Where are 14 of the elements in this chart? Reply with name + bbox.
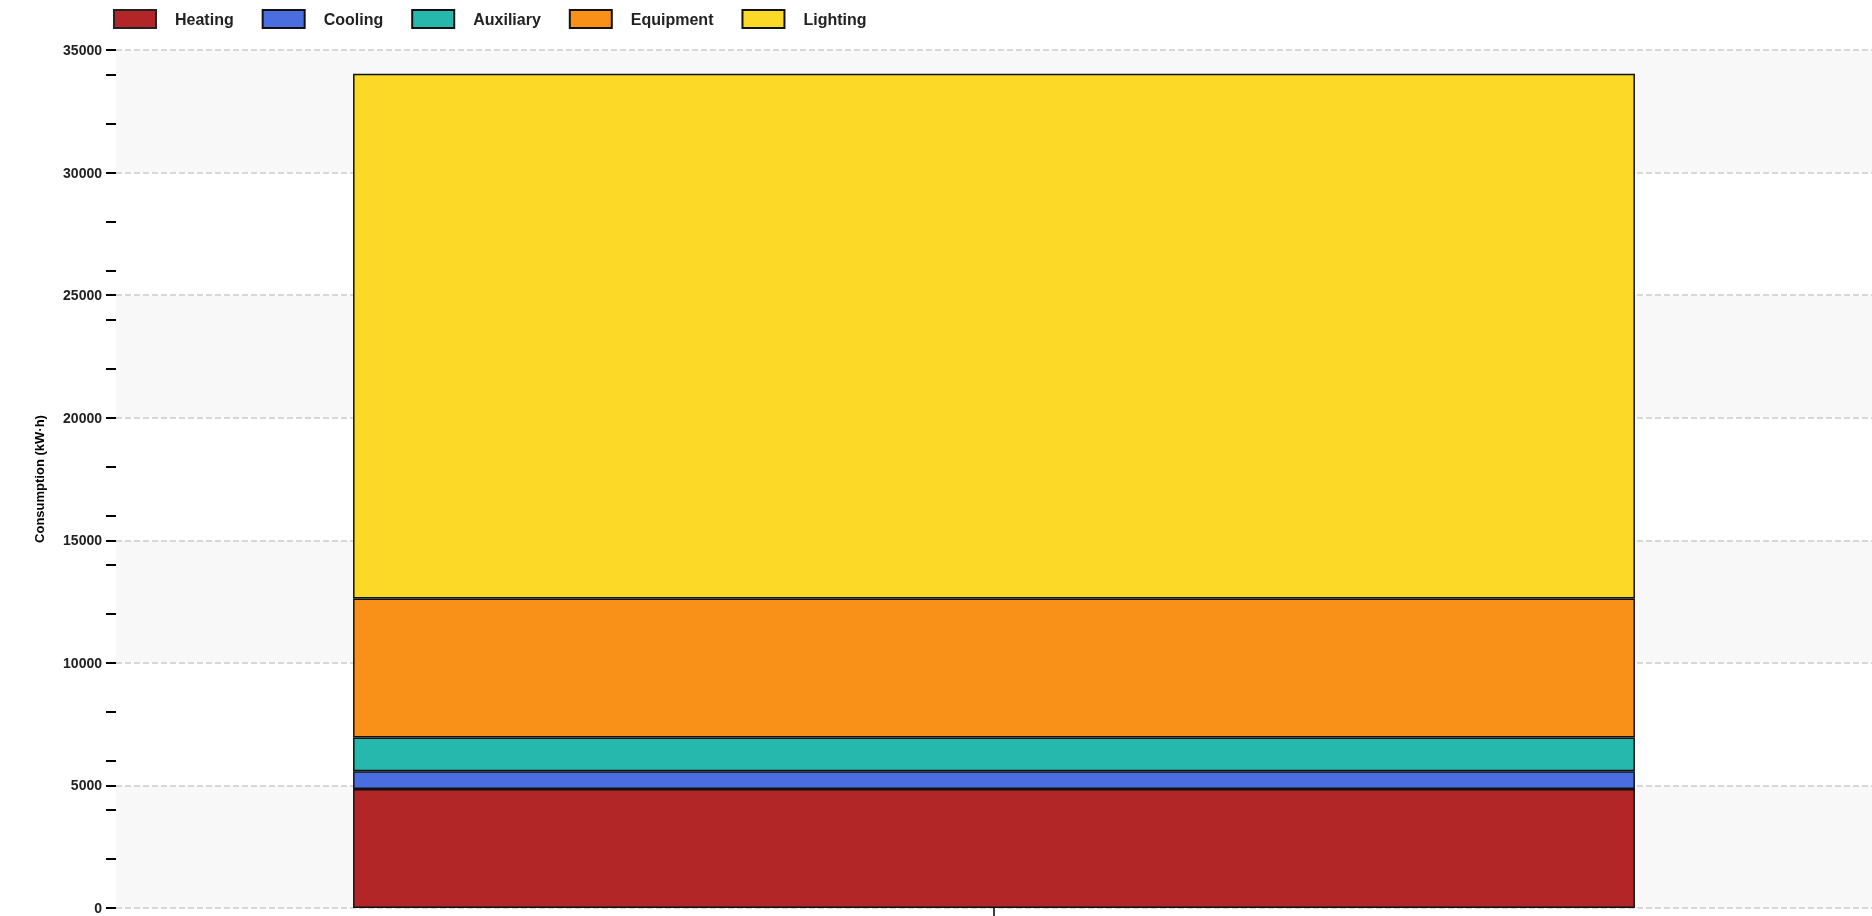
y-tick-label: 5000 (70, 777, 103, 794)
y-tick-label: 15000 (63, 532, 103, 549)
legend-label: Auxiliary (473, 10, 541, 28)
legend-label: Lighting (803, 10, 867, 28)
legend-label: Heating (175, 10, 234, 28)
y-tick-label: 0 (94, 900, 103, 916)
legend-label: Cooling (323, 10, 384, 28)
legend-label: Equipment (630, 10, 715, 28)
y-tick-label: 25000 (63, 287, 103, 304)
y-axis-title: Consumption (kW·h) (32, 415, 47, 543)
y-tick-label: 35000 (63, 42, 103, 58)
y-tick-label: 30000 (63, 164, 103, 181)
y-tick-label: 20000 (63, 409, 103, 426)
y-tick-label: 10000 (63, 654, 103, 671)
